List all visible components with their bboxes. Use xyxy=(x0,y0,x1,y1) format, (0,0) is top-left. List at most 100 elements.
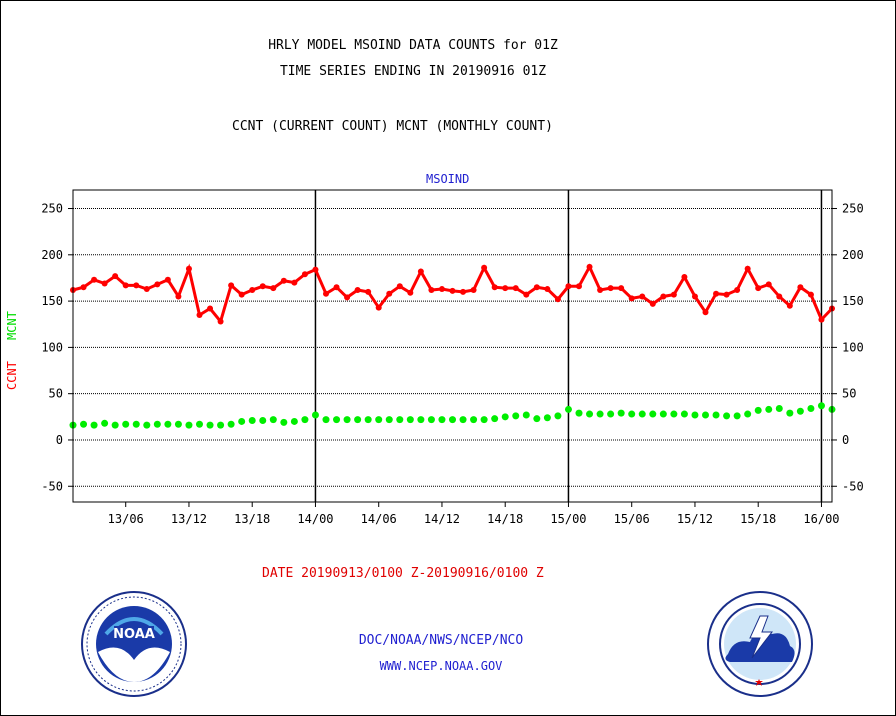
data-point-mcnt xyxy=(638,410,646,418)
data-point-mcnt xyxy=(543,414,551,422)
data-point-mcnt xyxy=(733,412,741,420)
data-point-mcnt xyxy=(617,409,625,417)
data-point-ccnt xyxy=(101,280,108,287)
x-tick-label: 13/18 xyxy=(234,512,270,526)
x-tick-label: 14/12 xyxy=(424,512,460,526)
data-point-ccnt xyxy=(228,282,235,289)
data-point-mcnt xyxy=(680,410,688,418)
y-tick-label-left: 100 xyxy=(41,340,63,354)
data-point-ccnt xyxy=(449,287,456,294)
data-point-ccnt xyxy=(185,265,192,272)
data-point-mcnt xyxy=(206,421,214,429)
y-tick-label-right: 150 xyxy=(842,294,864,308)
data-point-mcnt xyxy=(322,416,330,424)
data-point-ccnt xyxy=(765,281,772,288)
x-tick-label: 15/00 xyxy=(550,512,586,526)
data-point-ccnt xyxy=(755,285,762,292)
data-point-mcnt xyxy=(132,420,140,428)
y-tick-label-left: 150 xyxy=(41,294,63,308)
data-point-mcnt xyxy=(301,416,309,424)
data-point-ccnt xyxy=(207,305,214,312)
x-tick-label: 13/06 xyxy=(108,512,144,526)
data-point-mcnt xyxy=(449,416,456,424)
data-point-ccnt xyxy=(365,288,372,295)
nws-logo xyxy=(707,591,813,697)
data-point-ccnt xyxy=(259,283,266,290)
data-point-mcnt xyxy=(101,419,109,427)
chart-subtitle-time: TIME SERIES ENDING IN 20190916 01Z xyxy=(279,64,547,79)
data-point-ccnt xyxy=(576,283,582,290)
data-point-mcnt xyxy=(775,404,783,412)
data-point-ccnt xyxy=(744,265,751,272)
data-point-mcnt xyxy=(807,404,815,412)
data-point-ccnt xyxy=(375,304,382,311)
data-point-mcnt xyxy=(185,421,193,429)
y-tick-label-right: 200 xyxy=(842,248,864,262)
y-tick-label-left: 0 xyxy=(56,433,63,447)
data-point-ccnt xyxy=(554,296,561,303)
data-point-mcnt xyxy=(80,420,88,428)
x-tick-label: 14/00 xyxy=(297,512,333,526)
data-point-mcnt xyxy=(438,416,446,424)
data-point-ccnt xyxy=(512,285,519,292)
plot-title: MSOIND xyxy=(426,172,470,186)
data-point-ccnt xyxy=(702,309,709,316)
data-point-mcnt xyxy=(333,416,341,424)
y-tick-label-left: 250 xyxy=(41,202,63,216)
data-point-ccnt xyxy=(470,286,477,293)
data-point-mcnt xyxy=(533,415,541,423)
data-point-ccnt xyxy=(533,284,540,291)
data-point-ccnt xyxy=(428,286,435,293)
data-point-ccnt xyxy=(544,286,551,293)
data-point-mcnt xyxy=(817,402,825,410)
data-point-ccnt xyxy=(523,291,530,298)
data-point-ccnt xyxy=(460,288,467,295)
data-point-mcnt xyxy=(375,416,383,424)
date-range: DATE 20190913/0100 Z-20190916/0100 Z xyxy=(262,566,544,581)
data-point-ccnt xyxy=(681,274,688,281)
data-point-mcnt xyxy=(607,410,615,418)
x-tick-label: 14/18 xyxy=(487,512,523,526)
data-point-ccnt xyxy=(786,302,793,309)
data-point-ccnt xyxy=(196,311,203,318)
data-point-ccnt xyxy=(723,291,730,298)
chart-legend-description: CCNT (CURRENT COUNT) MCNT (MONTHLY COUNT… xyxy=(232,119,553,134)
x-tick-label: 15/06 xyxy=(614,512,650,526)
data-point-mcnt xyxy=(512,412,520,420)
data-point-ccnt xyxy=(301,271,308,278)
data-point-ccnt xyxy=(713,290,720,297)
data-point-ccnt xyxy=(734,286,741,293)
data-point-ccnt xyxy=(80,284,87,291)
svg-text:NOAA: NOAA xyxy=(113,627,155,642)
data-point-ccnt xyxy=(807,291,814,298)
data-point-mcnt xyxy=(554,412,562,420)
data-point-mcnt xyxy=(754,406,762,414)
data-point-mcnt xyxy=(691,411,699,419)
data-point-ccnt xyxy=(797,284,804,291)
data-point-mcnt xyxy=(470,416,478,424)
data-point-mcnt xyxy=(364,416,372,424)
y-tick-label-right: 0 xyxy=(842,433,849,447)
data-point-ccnt xyxy=(217,318,224,325)
data-point-mcnt xyxy=(396,416,404,424)
data-point-ccnt xyxy=(154,281,161,288)
data-point-mcnt xyxy=(628,410,636,418)
y-tick-label-right: 100 xyxy=(842,340,864,354)
y-tick-label-left: 200 xyxy=(41,248,63,262)
plot-border xyxy=(72,189,833,503)
data-point-mcnt xyxy=(575,409,583,417)
data-point-mcnt xyxy=(343,416,351,424)
y-tick-label-left: 50 xyxy=(49,387,63,401)
x-tick-label: 15/12 xyxy=(677,512,713,526)
x-tick-label: 13/12 xyxy=(171,512,207,526)
data-point-mcnt xyxy=(290,417,298,425)
data-point-mcnt xyxy=(227,420,235,428)
data-point-mcnt xyxy=(459,416,467,424)
data-point-mcnt xyxy=(491,415,499,423)
data-point-mcnt xyxy=(217,421,225,429)
data-point-mcnt xyxy=(586,410,594,418)
data-point-mcnt xyxy=(649,410,657,418)
data-point-mcnt xyxy=(712,411,720,419)
data-point-ccnt xyxy=(586,263,593,270)
data-point-mcnt xyxy=(670,410,678,418)
